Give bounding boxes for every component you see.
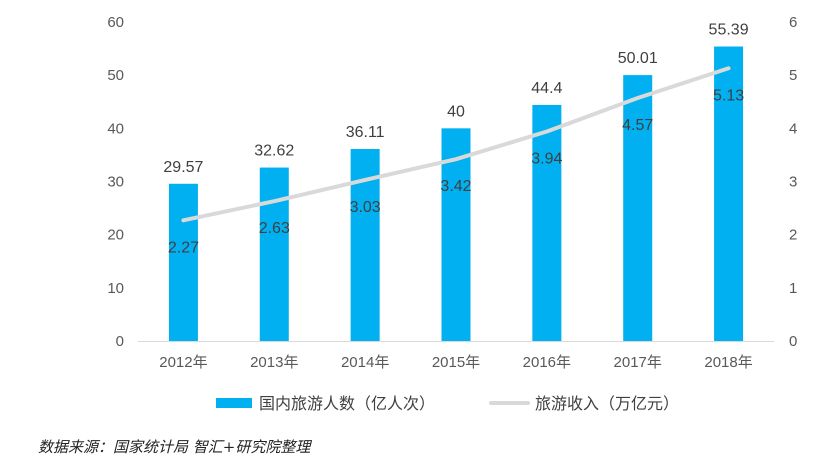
bar-data-label: 55.39: [709, 22, 749, 39]
legend-swatch-bar: [216, 398, 252, 408]
bar-data-label: 32.62: [254, 143, 294, 160]
bar-series: [168, 46, 744, 342]
line-data-label: 2.27: [168, 239, 199, 256]
y-left-tick-label: 40: [107, 120, 124, 137]
y-left-tick-label: 20: [107, 227, 124, 244]
bar: [532, 104, 562, 341]
source-note: 数据来源：国家统计局 智汇+研究院整理: [38, 438, 311, 456]
y-left-tick-label: 60: [107, 14, 124, 31]
axes: 0 10 20 30 40 50 60 0 1 2 3 4 5 6 2012年 2013年 2014年 2015年…: [107, 14, 797, 371]
bar-data-label: 40: [447, 103, 465, 120]
bar: [441, 128, 471, 341]
line-path: [181, 66, 731, 223]
line-data-label: 3.94: [531, 151, 562, 168]
bar: [259, 167, 289, 341]
legend-label-line: 旅游收入（万亿元）: [535, 395, 679, 413]
x-tick-label: 2016年: [523, 354, 571, 371]
y-left-tick-label: 50: [107, 67, 124, 84]
line-data-label: 4.57: [622, 117, 653, 134]
y-left-tick-label: 10: [107, 280, 124, 297]
line-data-label: 2.63: [259, 220, 290, 237]
y-right-tick-label: 3: [789, 174, 797, 191]
x-tick-label: 2015年: [432, 354, 480, 371]
x-tick-label: 2013年: [250, 354, 298, 371]
bar: [168, 183, 198, 341]
x-tick-label: 2017年: [614, 354, 662, 371]
y-right-tick-label: 1: [789, 280, 797, 297]
y-right-tick-label: 2: [789, 227, 797, 244]
x-tick-label: 2014年: [341, 354, 389, 371]
line-series: [181, 66, 731, 223]
y-left-tick-label: 30: [107, 174, 124, 191]
y-right-tick-label: 0: [789, 333, 797, 350]
y-right-tick-label: 4: [789, 120, 797, 137]
bar: [714, 46, 744, 342]
x-tick-label: 2012年: [159, 354, 207, 371]
line-data-label: 5.13: [713, 87, 744, 104]
bar: [623, 75, 653, 342]
bar-data-label: 36.11: [346, 124, 385, 141]
bar-data-label: 44.4: [531, 80, 562, 97]
legend-label-bar: 国内旅游人数（亿人次）: [259, 395, 435, 413]
data-labels: 29.57 32.62 36.11 40 44.4 50.01 55.39 2.27 2.63 3…: [163, 22, 748, 257]
legend: 国内旅游人数（亿人次） 旅游收入（万亿元）: [216, 395, 679, 413]
bar-data-label: 50.01: [618, 50, 658, 67]
bar-data-label: 29.57: [163, 159, 203, 176]
x-tick-label: 2018年: [704, 354, 752, 371]
line-data-label: 3.03: [350, 199, 381, 216]
y-right-tick-label: 6: [789, 14, 797, 31]
y-left-tick-label: 0: [116, 333, 124, 350]
line-data-label: 3.42: [440, 178, 471, 195]
y-right-tick-label: 5: [789, 67, 797, 84]
